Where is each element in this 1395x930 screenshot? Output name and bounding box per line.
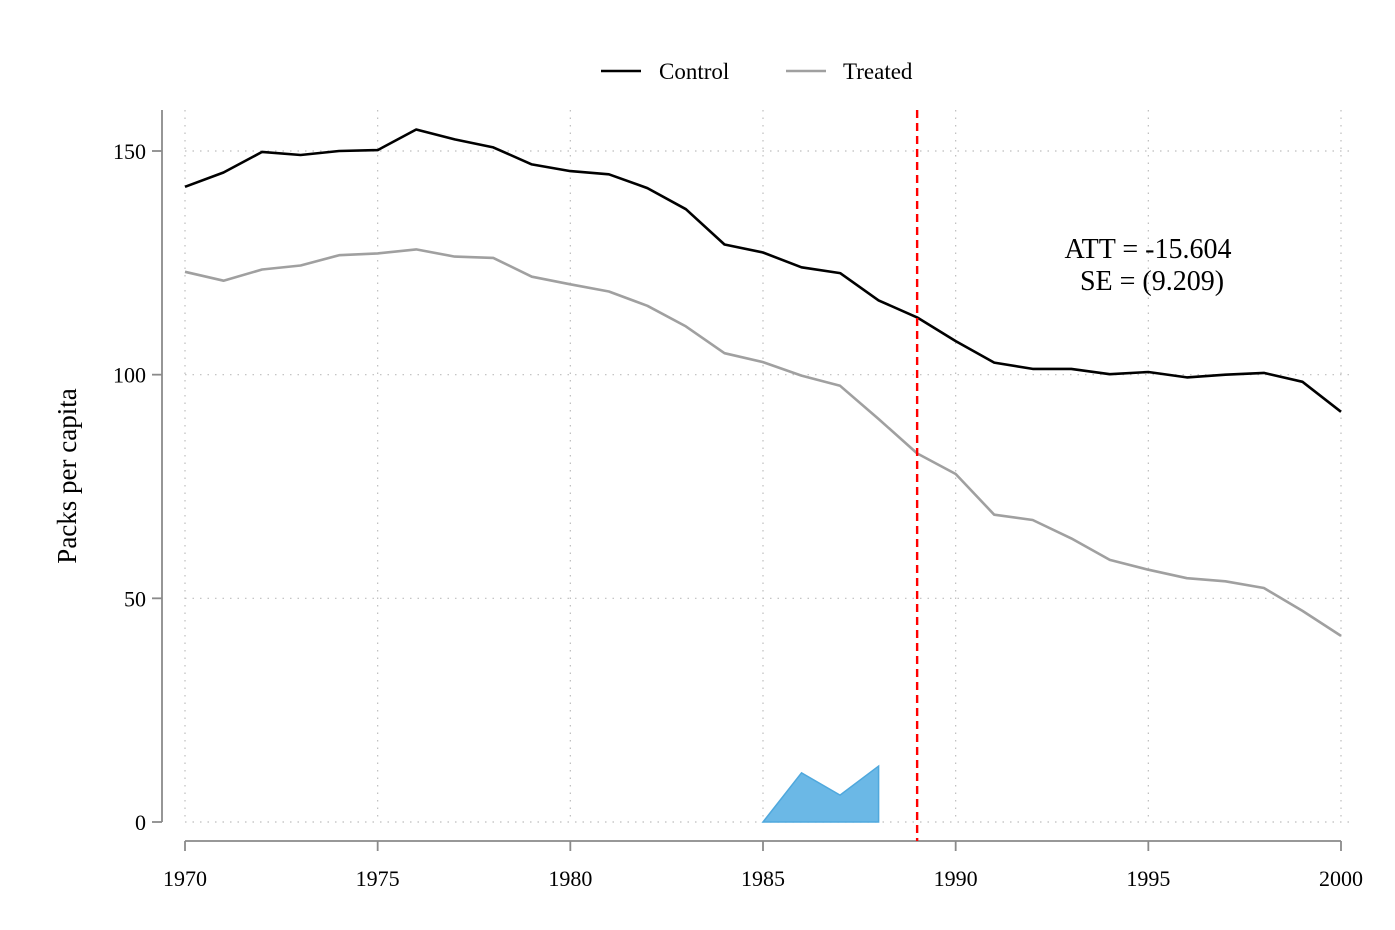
x-ticks: 1970 1975 1980 1985 1990 1995 2000 — [163, 841, 1363, 891]
x-tick-label: 1985 — [741, 866, 785, 891]
x-tick-label: 2000 — [1319, 866, 1363, 891]
x-tick-label: 1990 — [934, 866, 978, 891]
axes — [161, 110, 1341, 842]
x-tick-label: 1995 — [1126, 866, 1170, 891]
y-ticks: 0 50 100 150 — [113, 139, 162, 835]
legend-label-control: Control — [659, 59, 729, 84]
weights-area — [761, 764, 880, 823]
x-tick-label: 1975 — [356, 866, 400, 891]
y-axis-label: Packs per capita — [52, 388, 82, 563]
y-tick-label: 50 — [124, 586, 146, 611]
se-annotation: SE = (9.209) — [1080, 266, 1224, 297]
y-tick-label: 100 — [113, 363, 146, 388]
grid — [184, 110, 1355, 823]
x-tick-label: 1980 — [548, 866, 592, 891]
legend: Control Treated — [601, 59, 913, 84]
series-layer — [184, 128, 1342, 637]
series-line-control — [184, 128, 1342, 413]
att-annotation: ATT = -15.604 — [1065, 234, 1232, 265]
area-layer — [761, 764, 880, 823]
series-line-treated — [184, 248, 1342, 637]
y-tick-label: 0 — [135, 810, 146, 835]
y-tick-label: 150 — [113, 139, 146, 164]
legend-label-treated: Treated — [843, 59, 913, 84]
x-tick-label: 1970 — [163, 866, 207, 891]
